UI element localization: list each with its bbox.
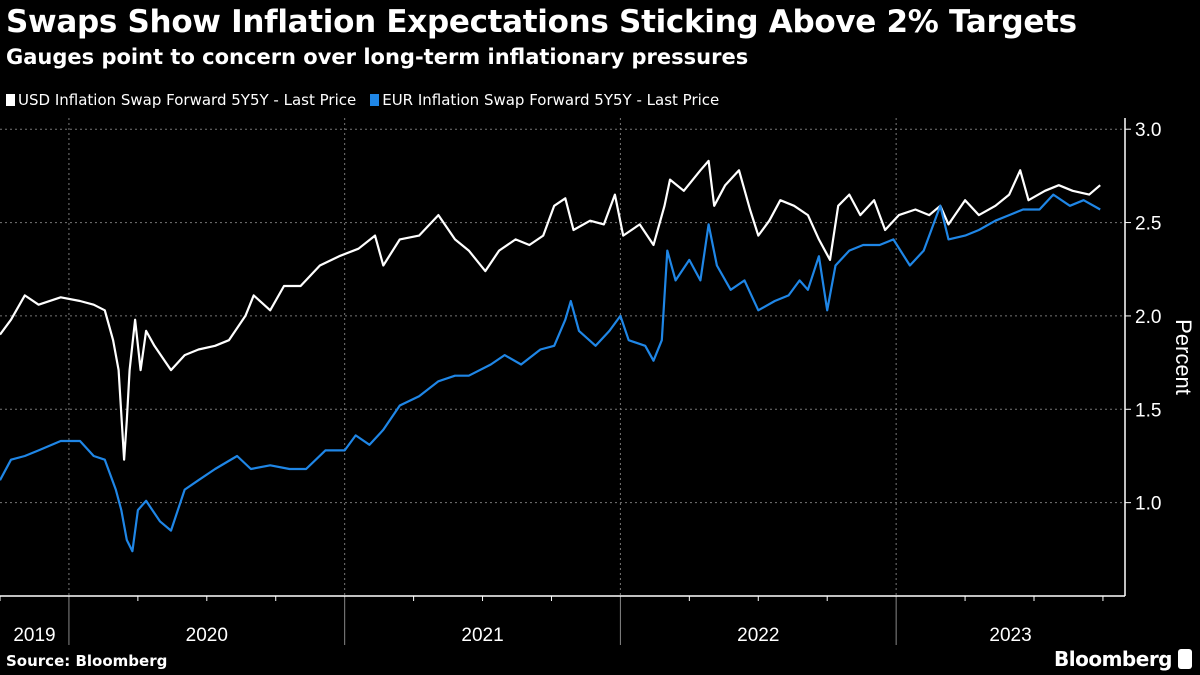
y-tick-label: 3.0 xyxy=(1135,120,1161,141)
legend-item-usd: USD Inflation Swap Forward 5Y5Y - Last P… xyxy=(6,91,356,109)
brand-text: Bloomberg xyxy=(1054,647,1172,671)
chart-subtitle: Gauges point to concern over long-term i… xyxy=(6,45,749,69)
x-tick-label: 2019 xyxy=(13,625,55,646)
legend-label-usd: USD Inflation Swap Forward 5Y5Y - Last P… xyxy=(18,91,357,109)
legend-label-eur: EUR Inflation Swap Forward 5Y5Y - Last P… xyxy=(382,91,720,109)
legend-swatch-usd xyxy=(6,94,15,106)
x-tick-label: 2023 xyxy=(989,625,1031,646)
y-tick-label: 1.0 xyxy=(1135,494,1161,515)
eur-series-line xyxy=(0,193,1101,553)
y-tick-label: 2.0 xyxy=(1135,307,1161,328)
source-note: Source: Bloomberg xyxy=(6,652,168,670)
y-tick-label: 1.5 xyxy=(1135,400,1161,421)
x-tick-label: 2022 xyxy=(737,625,779,646)
y-tick-label: 2.5 xyxy=(1135,214,1161,235)
legend: USD Inflation Swap Forward 5Y5Y - Last P… xyxy=(6,91,719,109)
y-axis-label: Percent xyxy=(1171,319,1196,395)
bloomberg-chart-icon xyxy=(1178,649,1192,669)
usd-series-line xyxy=(0,159,1101,461)
bloomberg-logo: Bloomberg xyxy=(1054,647,1192,671)
x-tick-label: 2020 xyxy=(186,625,228,646)
chart-title: Swaps Show Inflation Expectations Sticki… xyxy=(6,4,1077,40)
x-tick-label: 2021 xyxy=(461,625,503,646)
legend-swatch-eur xyxy=(370,94,380,106)
legend-item-eur: EUR Inflation Swap Forward 5Y5Y - Last P… xyxy=(370,91,719,109)
